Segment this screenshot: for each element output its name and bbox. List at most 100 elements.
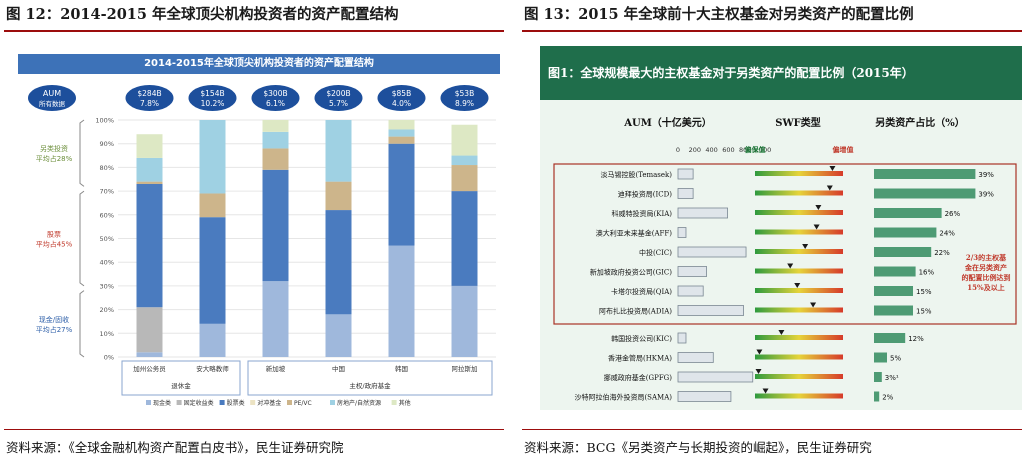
aum-pill: [188, 85, 237, 111]
bar-segment: [388, 136, 415, 144]
fund-label: 中投(CIC): [639, 248, 672, 257]
aum-bar: [677, 266, 707, 277]
bar-segment: [451, 165, 478, 192]
bar-segment: [136, 352, 163, 357]
bar-segment: [262, 281, 289, 357]
y-tick-label: 30%: [100, 282, 114, 290]
aum-bar: [677, 246, 747, 258]
aum-pct: 4.0%: [392, 99, 411, 108]
title-rule-left: [4, 30, 504, 32]
aum-bar: [677, 352, 714, 363]
alt-value-label: 5%: [890, 355, 901, 363]
legend-label: 现金类: [153, 399, 171, 407]
legend-label: PE/VC: [294, 400, 312, 407]
swf-scale-bar: [755, 268, 843, 274]
y-tick-label: 100%: [95, 117, 114, 125]
y-tick-label: 60%: [100, 211, 114, 219]
bar-segment: [136, 307, 163, 353]
swf-chart-title: 图1：全球规模最大的主权基金对于另类资产的配置比例（2015年）: [540, 46, 1022, 100]
aum-value: $200B: [326, 89, 350, 98]
alt-bar: [874, 333, 906, 343]
y-tick-label: 40%: [100, 259, 114, 267]
aum-bar: [677, 285, 704, 297]
bar-segment: [262, 148, 289, 170]
aum-header-pill: [28, 85, 76, 111]
alt-value-label: 2%: [882, 394, 893, 402]
aum-pct: 6.1%: [266, 99, 285, 108]
aum-pct: 10.2%: [201, 99, 225, 108]
aum-bar: [677, 391, 732, 402]
bar-segment: [262, 120, 289, 132]
alt-value-label: 24%: [939, 230, 955, 238]
bar-segment: [262, 169, 289, 282]
alt-value-label: 3%¹: [885, 374, 899, 382]
swf-marker: [815, 205, 822, 210]
category-group-label: 退休金: [171, 381, 191, 390]
y-tick-label: 50%: [100, 235, 114, 243]
swf-marker: [794, 283, 801, 288]
legend-label: 股票类: [227, 399, 245, 407]
swf-marker: [802, 244, 809, 249]
aum-value: $85B: [392, 89, 411, 98]
bar-segment: [199, 217, 226, 324]
aum-bar: [677, 371, 754, 383]
legend-label: 房地产/自然资源: [337, 399, 381, 407]
y-tick-label: 80%: [100, 164, 114, 172]
category-label: 新加坡: [266, 364, 286, 373]
swf-chart: AUM（十亿美元） SWF类型 另类资产占比（%） 0 200 400 600 800 1,00…: [540, 46, 1022, 410]
bar-segment: [262, 131, 289, 149]
aum-header-label: AUM: [43, 89, 61, 98]
aum-axis-tick: 1,000: [753, 146, 772, 154]
alt-bar: [874, 227, 937, 238]
bar-segment: [199, 193, 226, 218]
bar-segment: [199, 323, 226, 357]
legend-swatch: [176, 400, 182, 405]
swf-scale-left: 偏保值: [745, 145, 766, 154]
alt-bar: [874, 247, 932, 257]
column-header: AUM（十亿美元）: [623, 116, 712, 129]
aum-bar: [677, 227, 687, 238]
alt-bar: [874, 169, 976, 179]
fund-label: 挪威政府基金(GPFG): [604, 373, 672, 382]
category-group-box: [121, 360, 241, 396]
fund-label: 香港金管局(HKMA): [608, 354, 672, 363]
fund-label: 淡马锡控股(Temasek): [600, 170, 672, 179]
bar-segment: [136, 157, 163, 182]
bar-segment: [325, 181, 352, 211]
aum-pill: [314, 85, 363, 111]
bar-segment: [388, 245, 415, 357]
swf-scale-bar: [755, 307, 843, 313]
alt-bar: [874, 188, 976, 199]
title-rule-right: [522, 30, 1022, 32]
swf-scale-bar: [755, 190, 843, 196]
swf-scale-bar: [755, 171, 843, 176]
fund-label: 卡塔尔投资局(QIA): [611, 287, 672, 296]
swf-marker: [756, 349, 763, 355]
legend-swatch: [146, 400, 151, 405]
side-label-name: 股票: [47, 231, 61, 239]
bar-segment: [451, 155, 478, 166]
alt-value-label: 26%: [945, 210, 961, 218]
side-bracket: [79, 290, 85, 358]
y-tick-label: 70%: [100, 188, 114, 196]
side-label-note: 平均占45%: [36, 240, 73, 249]
annotation-line: 金在另类资产: [964, 263, 1007, 272]
fund-label: 迪拜投资局(ICD): [618, 190, 672, 199]
alt-bar: [874, 208, 942, 218]
fund-label: 科威特投资局(KIA): [611, 209, 672, 218]
side-bracket: [79, 190, 85, 287]
aum-bar: [677, 305, 744, 316]
swf-marker: [762, 388, 769, 394]
fund-label: 沙特阿拉伯海外投资局(SAMA): [574, 393, 672, 402]
category-label: 中国: [332, 364, 345, 373]
aum-axis-tick: 800: [739, 146, 751, 154]
swf-marker: [755, 369, 762, 374]
aum-bar: [677, 188, 694, 199]
figure-title-left: 图 12：2014-2015 年全球顶尖机构投资者的资产配置结构: [6, 6, 399, 23]
aum-value: $284B: [137, 89, 161, 98]
side-label-name: 现金/固收: [39, 315, 69, 324]
swf-scale-bar: [755, 210, 843, 215]
legend-swatch: [219, 400, 225, 405]
aum-pct: 8.9%: [455, 99, 474, 108]
